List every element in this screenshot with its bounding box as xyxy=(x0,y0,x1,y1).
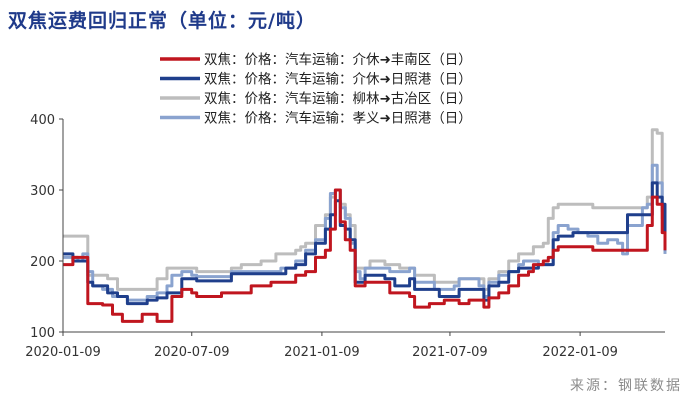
x-tick-label: 2022-01-09 xyxy=(542,345,618,360)
y-tick-label: 400 xyxy=(30,113,55,128)
legend-label-3: 双焦：价格：汽车运输：柳林➜古冶区（日） xyxy=(204,90,472,107)
y-tick-label: 100 xyxy=(30,326,55,341)
legend-label-4: 双焦：价格：汽车运输：孝义➜日照港（日） xyxy=(204,110,472,127)
source-note: 来源：钢联数据 xyxy=(570,378,682,394)
series-line-4 xyxy=(63,163,667,302)
legend: 双焦：价格：汽车运输：介休➜丰南区（日） 双焦：价格：汽车运输：介休➜日照港（日）… xyxy=(160,51,472,127)
axes xyxy=(62,119,665,333)
series-line-1 xyxy=(63,188,667,323)
y-tick-label: 300 xyxy=(30,184,55,199)
x-tick-label: 2020-07-09 xyxy=(154,345,230,360)
series-line-3 xyxy=(63,128,667,291)
legend-label-1: 双焦：价格：汽车运输：介休➜丰南区（日） xyxy=(204,51,472,68)
ticks: 100 200 300 400 2020-01-09 2020-07-09 2021-01-… xyxy=(25,113,618,360)
plot-area xyxy=(63,128,667,323)
y-tick-label: 200 xyxy=(30,255,55,270)
x-tick-label: 2021-01-09 xyxy=(284,345,360,360)
x-tick-label: 2020-01-09 xyxy=(25,345,101,360)
chart-title: 双焦运费回归正常（单位：元/吨） xyxy=(8,10,316,32)
x-tick-label: 2021-07-09 xyxy=(412,345,488,360)
legend-label-2: 双焦：价格：汽车运输：介休➜日照港（日） xyxy=(204,71,472,88)
